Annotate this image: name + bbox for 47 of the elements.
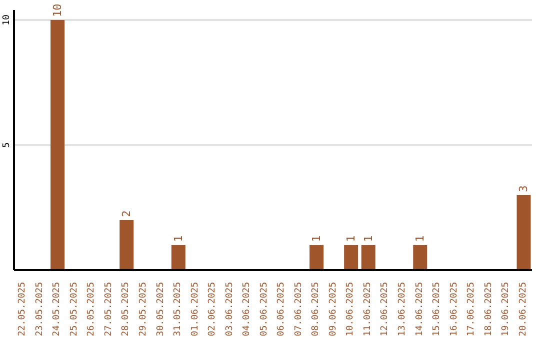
bar — [310, 245, 324, 270]
data-label: 3 — [517, 185, 530, 192]
data-label: 2 — [120, 210, 134, 217]
data-label: 1 — [310, 235, 324, 242]
x-tick-label: 19.06.2025 — [501, 282, 512, 336]
x-tick-label: 31.05.2025 — [173, 282, 184, 336]
x-tick-label: 23.05.2025 — [34, 282, 45, 336]
bar — [50, 20, 65, 270]
x-tick-label: 27.05.2025 — [104, 282, 114, 336]
x-tick-label: 17.06.2025 — [466, 282, 477, 336]
x-tick-label: 12.06.2025 — [380, 282, 390, 336]
x-tick-label: 13.06.2025 — [398, 282, 408, 336]
x-tick-label: 29.05.2025 — [138, 282, 148, 336]
x-tick-label: 01.06.2025 — [190, 282, 200, 336]
x-tick-label: 30.05.2025 — [156, 282, 166, 336]
x-tick-label: 25.05.2025 — [69, 282, 80, 336]
data-label: 1 — [344, 235, 358, 242]
x-tick-label: 15.06.2025 — [432, 282, 442, 336]
bar — [120, 220, 134, 270]
data-label: 10 — [51, 4, 64, 17]
x-tick-label: 05.06.2025 — [259, 282, 270, 336]
x-tick-label: 26.05.2025 — [86, 282, 97, 336]
data-label: 1 — [172, 235, 185, 242]
x-tick-label: 11.06.2025 — [362, 282, 373, 336]
x-tick-label: 02.06.2025 — [208, 282, 218, 336]
bar — [344, 245, 358, 270]
x-tick-label: 24.05.2025 — [52, 282, 62, 336]
x-tick-label: 22.05.2025 — [18, 282, 28, 336]
x-tick-label: 18.06.2025 — [484, 282, 494, 336]
y-tick-label: 5 — [2, 142, 12, 148]
x-tick-label: 10.06.2025 — [346, 282, 356, 336]
bar — [171, 245, 186, 270]
x-tick-label: 20.06.2025 — [518, 282, 528, 336]
x-tick-label: 04.06.2025 — [242, 282, 252, 336]
x-tick-label: 08.06.2025 — [311, 282, 322, 336]
bar — [361, 245, 376, 270]
x-tick-label: 09.06.2025 — [328, 282, 338, 336]
bar — [413, 245, 428, 270]
x-tick-label: 16.06.2025 — [449, 282, 460, 336]
data-label: 1 — [414, 235, 427, 242]
bar — [516, 195, 531, 270]
x-tick-label: 14.06.2025 — [414, 282, 425, 336]
x-tick-label: 28.05.2025 — [121, 282, 132, 336]
x-tick-label: 06.06.2025 — [276, 282, 287, 336]
x-tick-label: 07.06.2025 — [294, 282, 304, 336]
data-label: 1 — [362, 235, 375, 242]
x-tick-label: 03.06.2025 — [224, 282, 235, 336]
